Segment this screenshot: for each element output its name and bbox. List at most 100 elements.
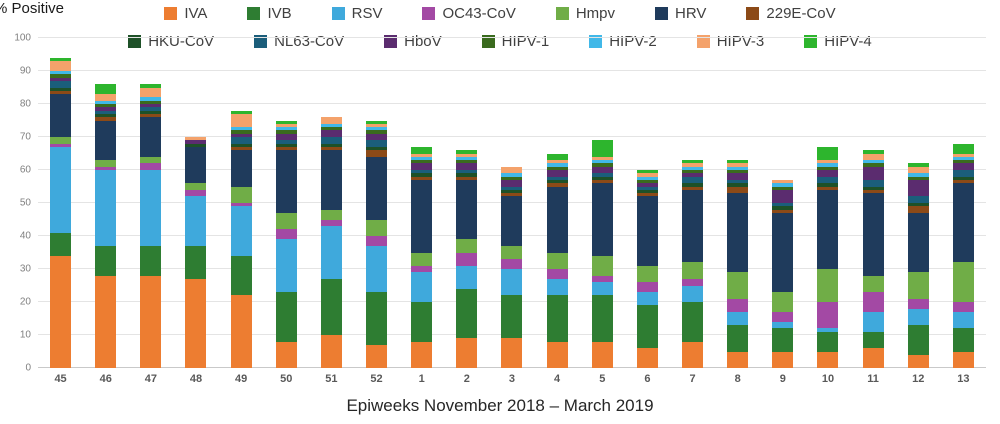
bar-segment-HboV[interactable] [456,163,478,171]
bar-segment-HboV[interactable] [591,166,613,174]
bar-segment-229E-CoV[interactable] [591,179,613,184]
bar-segment-OC43-CoV[interactable] [772,311,794,322]
bar-segment-HIPV-2[interactable] [591,160,613,164]
bar-segment-HRV[interactable] [772,212,794,293]
bar-segment-HIPV-1[interactable] [95,104,117,108]
bar-segment-HRV[interactable] [456,179,478,240]
bar-segment-RSV[interactable] [50,146,72,233]
bar-segment-HIPV-3[interactable] [50,61,72,72]
bar-segment-HKU-CoV[interactable] [591,176,613,180]
bar-segment-HIPV-3[interactable] [907,166,929,174]
bar-segment-HboV[interactable] [366,133,388,141]
bar-segment-Hmpv[interactable] [95,160,117,167]
bar-segment-Hmpv[interactable] [546,252,568,270]
bar-segment-HKU-CoV[interactable] [727,183,749,187]
bar-segment-HRV[interactable] [682,189,704,263]
bar-segment-HIPV-3[interactable] [95,94,117,101]
bar-segment-HIPV-2[interactable] [907,173,929,177]
bar-segment-HboV[interactable] [501,179,523,187]
bar-segment-RSV[interactable] [366,245,388,293]
bar-segment-NL63-CoV[interactable] [682,176,704,184]
bar-segment-229E-CoV[interactable] [682,186,704,190]
bar-segment-HKU-CoV[interactable] [682,183,704,187]
bar-segment-HIPV-4[interactable] [411,146,433,154]
bar-segment-HIPV-2[interactable] [727,166,749,171]
bar-segment-HboV[interactable] [636,183,658,187]
bar-segment-NL63-CoV[interactable] [320,137,342,144]
bar-segment-HRV[interactable] [817,189,839,270]
bar-segment-HKU-CoV[interactable] [185,143,207,147]
bar-segment-IVB[interactable] [591,295,613,342]
bar-segment-IVA[interactable] [862,348,884,368]
bar-segment-HIPV-4[interactable] [817,146,839,161]
bar-segment-OC43-CoV[interactable] [636,282,658,293]
bar-segment-IVB[interactable] [682,302,704,342]
bar-segment-RSV[interactable] [682,285,704,303]
bar-segment-IVB[interactable] [772,328,794,352]
bar-segment-HboV[interactable] [320,130,342,138]
bar-segment-OC43-CoV[interactable] [817,302,839,329]
bar-segment-HIPV-1[interactable] [952,160,974,164]
bar-segment-HIPV-1[interactable] [320,127,342,131]
bar-segment-HIPV-3[interactable] [817,160,839,164]
bar-segment-IVA[interactable] [95,275,117,368]
bar-segment-NL63-CoV[interactable] [411,170,433,174]
bar-segment-Hmpv[interactable] [456,239,478,253]
bar-segment-NL63-CoV[interactable] [456,170,478,174]
bar-segment-RSV[interactable] [591,282,613,296]
bar-segment-HIPV-3[interactable] [185,137,207,141]
bar-segment-NL63-CoV[interactable] [772,203,794,207]
legend-item-RSV[interactable]: RSV [331,5,382,22]
bar-segment-HIPV-2[interactable] [636,176,658,180]
bar-segment-RSV[interactable] [772,321,794,329]
bar-segment-IVB[interactable] [952,328,974,352]
bar-segment-HKU-CoV[interactable] [636,189,658,194]
bar-segment-HIPV-1[interactable] [727,170,749,174]
bar-segment-HIPV-2[interactable] [546,163,568,167]
bar-segment-Hmpv[interactable] [366,219,388,237]
bar-segment-OC43-CoV[interactable] [50,143,72,147]
bar-segment-IVA[interactable] [456,338,478,368]
bar-segment-IVA[interactable] [591,341,613,368]
bar-segment-RSV[interactable] [140,170,162,246]
bar-segment-IVA[interactable] [952,351,974,368]
bar-segment-229E-CoV[interactable] [140,113,162,118]
bar-segment-HKU-CoV[interactable] [140,110,162,114]
bar-segment-HIPV-2[interactable] [95,100,117,105]
bar-segment-IVA[interactable] [366,344,388,368]
bar-segment-HIPV-2[interactable] [456,156,478,161]
bar-segment-OC43-CoV[interactable] [185,189,207,197]
bar-segment-IVA[interactable] [185,278,207,368]
bar-segment-NL63-CoV[interactable] [95,110,117,114]
bar-segment-IVA[interactable] [50,255,72,368]
bar-segment-RSV[interactable] [727,311,749,326]
bar-segment-HIPV-2[interactable] [862,160,884,164]
bar-segment-HRV[interactable] [50,94,72,138]
bar-segment-RSV[interactable] [95,170,117,246]
bar-segment-HIPV-4[interactable] [546,153,568,161]
bar-segment-HIPV-2[interactable] [320,123,342,128]
bar-segment-HIPV-1[interactable] [862,163,884,167]
bar-segment-IVB[interactable] [636,305,658,349]
bar-segment-HIPV-3[interactable] [275,123,297,128]
bar-segment-IVA[interactable] [636,348,658,368]
bar-segment-229E-CoV[interactable] [907,206,929,213]
bar-segment-IVB[interactable] [140,245,162,276]
bar-segment-HIPV-4[interactable] [952,143,974,154]
bar-segment-HKU-CoV[interactable] [501,189,523,194]
bar-segment-HboV[interactable] [682,173,704,177]
bar-segment-IVA[interactable] [501,338,523,368]
bar-segment-229E-CoV[interactable] [95,117,117,121]
bar-segment-IVB[interactable] [185,245,207,279]
bar-segment-HboV[interactable] [546,170,568,177]
bar-segment-HIPV-4[interactable] [727,160,749,164]
bar-segment-HKU-CoV[interactable] [772,206,794,210]
bar-segment-229E-CoV[interactable] [411,176,433,180]
bar-segment-HIPV-2[interactable] [366,127,388,131]
bar-segment-229E-CoV[interactable] [501,193,523,197]
bar-segment-OC43-CoV[interactable] [546,269,568,279]
bar-segment-IVA[interactable] [275,341,297,368]
bar-segment-HIPV-2[interactable] [230,127,252,131]
bar-segment-OC43-CoV[interactable] [682,278,704,286]
bar-segment-HIPV-3[interactable] [230,113,252,128]
